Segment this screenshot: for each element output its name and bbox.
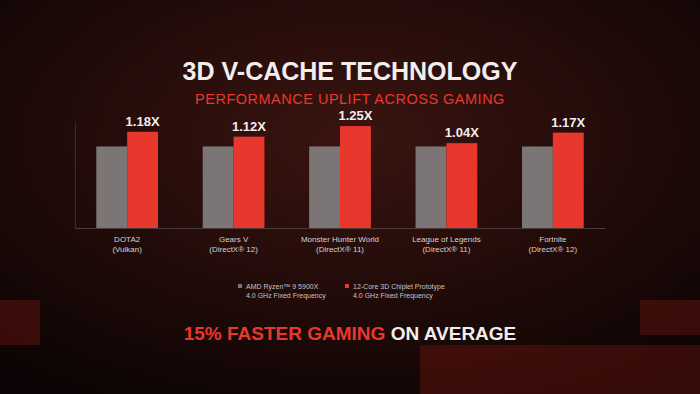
x-tick-label-line: (Vulkan) bbox=[112, 245, 142, 254]
x-tick-label-line: DOTA2 bbox=[114, 235, 141, 244]
bar bbox=[203, 146, 234, 228]
background bbox=[0, 0, 700, 394]
bar bbox=[553, 133, 584, 228]
x-tick: League of Legends(DirectX® 11) bbox=[412, 228, 481, 254]
x-axis-line bbox=[76, 228, 606, 229]
chart: 3D V-CACHE TECHNOLOGY PERFORMANCE UPLIFT … bbox=[0, 0, 700, 394]
x-tick-label-line: (DirectX® 12) bbox=[209, 245, 258, 254]
x-tick-label: League of Legends(DirectX® 11) bbox=[412, 235, 481, 254]
x-tick-label-line: Monster Hunter World bbox=[301, 235, 379, 244]
legend: AMD Ryzen™ 9 5900X4.0 GHz Fixed Frequenc… bbox=[238, 283, 445, 300]
x-tick-label: Monster Hunter World(DirectX® 11) bbox=[301, 235, 379, 254]
bar bbox=[96, 146, 127, 228]
data-labels: 1.18X 1.12X 1.25X 1.04X 1.17X bbox=[126, 108, 586, 140]
legend-swatch bbox=[345, 284, 349, 288]
x-tick: Fortnite(DirectX® 12) bbox=[529, 228, 578, 254]
glow bbox=[420, 345, 700, 394]
y-axis-line bbox=[75, 123, 76, 229]
bar bbox=[446, 143, 477, 228]
bars bbox=[96, 126, 583, 228]
x-tick-label: Fortnite(DirectX® 12) bbox=[529, 235, 578, 254]
subtitle: PERFORMANCE UPLIFT ACROSS GAMING bbox=[195, 91, 505, 107]
x-tick-label-line: League of Legends bbox=[412, 235, 481, 244]
x-axis: DOTA2(Vulkan)Gears V(DirectX® 12)Monster… bbox=[76, 228, 606, 254]
bar bbox=[416, 146, 447, 228]
x-tick-label: Gears V(DirectX® 12) bbox=[209, 235, 258, 254]
data-label: 1.04X bbox=[445, 125, 479, 140]
legend-label-line: 12-Core 3D Chiplet Prototype bbox=[353, 283, 445, 291]
data-label: 1.17X bbox=[551, 115, 585, 130]
x-tick-label-line: (DirectX® 12) bbox=[529, 245, 578, 254]
legend-label-line: 4.0 GHz Fixed Frequency bbox=[246, 292, 326, 300]
annotation: 15% FASTER GAMING ON AVERAGE bbox=[184, 323, 517, 344]
x-tick-label-line: Fortnite bbox=[539, 235, 567, 244]
annotation-part: 15% FASTER GAMING bbox=[184, 323, 386, 344]
glow bbox=[640, 300, 700, 335]
annotation-part: ON AVERAGE bbox=[385, 323, 516, 344]
x-tick-label-line: Gears V bbox=[219, 235, 249, 244]
x-tick-label: DOTA2(Vulkan) bbox=[112, 235, 142, 254]
bar bbox=[127, 132, 158, 228]
legend-label-line: 4.0 GHz Fixed Frequency bbox=[353, 292, 433, 300]
legend-label: 12-Core 3D Chiplet Prototype4.0 GHz Fixe… bbox=[353, 283, 445, 300]
bar bbox=[340, 126, 371, 228]
x-tick-label-line: (DirectX® 11) bbox=[316, 245, 364, 254]
data-label: 1.18X bbox=[126, 114, 160, 129]
legend-label: AMD Ryzen™ 9 5900X4.0 GHz Fixed Frequenc… bbox=[246, 283, 326, 300]
x-tick: Gears V(DirectX® 12) bbox=[209, 228, 258, 254]
title: 3D V-CACHE TECHNOLOGY bbox=[183, 57, 518, 85]
x-tick: DOTA2(Vulkan) bbox=[112, 228, 142, 254]
data-label: 1.25X bbox=[338, 108, 372, 123]
data-label: 1.12X bbox=[232, 119, 266, 134]
bar bbox=[522, 146, 553, 228]
x-tick: Monster Hunter World(DirectX® 11) bbox=[301, 228, 379, 254]
bar bbox=[234, 137, 265, 228]
x-tick-label-line: (DirectX® 11) bbox=[422, 245, 470, 254]
glow bbox=[0, 300, 40, 345]
decoration bbox=[0, 300, 700, 394]
bar bbox=[309, 146, 340, 228]
legend-label-line: AMD Ryzen™ 9 5900X bbox=[246, 283, 319, 291]
legend-swatch bbox=[238, 284, 242, 288]
y-axis bbox=[75, 123, 76, 229]
